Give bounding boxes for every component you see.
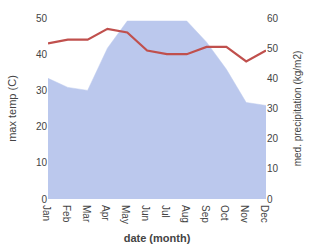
svg-text:20: 20 bbox=[267, 133, 279, 144]
svg-text:May: May bbox=[120, 205, 131, 224]
svg-text:30: 30 bbox=[36, 85, 48, 96]
svg-text:40: 40 bbox=[267, 73, 279, 84]
svg-text:10: 10 bbox=[36, 157, 48, 168]
svg-text:10: 10 bbox=[267, 163, 279, 174]
svg-text:Nov: Nov bbox=[239, 205, 250, 223]
svg-text:Apr: Apr bbox=[100, 205, 111, 221]
svg-text:med. precipitation (kg/m2): med. precipitation (kg/m2) bbox=[292, 51, 303, 167]
svg-text:50: 50 bbox=[267, 43, 279, 54]
svg-text:Jul: Jul bbox=[160, 205, 171, 218]
svg-text:30: 30 bbox=[267, 103, 279, 114]
svg-text:Jun: Jun bbox=[140, 205, 151, 221]
svg-text:date (month): date (month) bbox=[124, 232, 191, 244]
svg-text:20: 20 bbox=[36, 121, 48, 132]
svg-text:Dec: Dec bbox=[259, 205, 270, 223]
svg-text:Feb: Feb bbox=[61, 205, 72, 223]
svg-text:0: 0 bbox=[41, 194, 47, 205]
svg-text:Mar: Mar bbox=[81, 205, 92, 223]
svg-text:max temp (C): max temp (C) bbox=[6, 75, 18, 142]
svg-text:Jan: Jan bbox=[41, 205, 52, 221]
svg-text:Aug: Aug bbox=[180, 205, 191, 223]
svg-text:0: 0 bbox=[267, 194, 273, 205]
svg-text:40: 40 bbox=[36, 49, 48, 60]
svg-text:60: 60 bbox=[267, 13, 279, 24]
svg-text:Sep: Sep bbox=[200, 205, 211, 223]
svg-text:50: 50 bbox=[36, 13, 48, 24]
svg-text:Oct: Oct bbox=[219, 205, 230, 221]
